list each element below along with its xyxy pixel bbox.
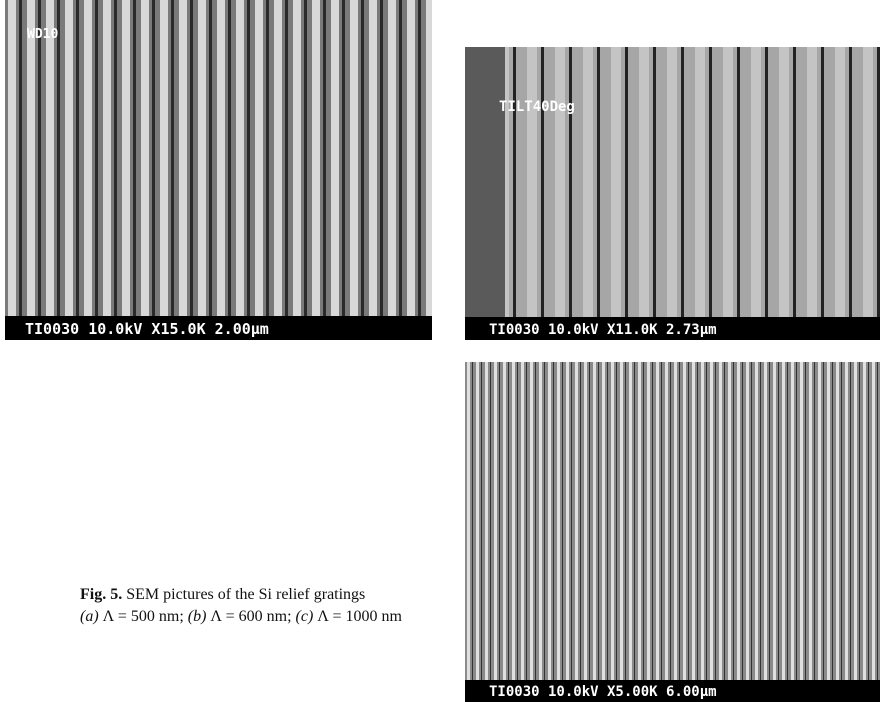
item-text: Λ = 1000 nm — [317, 608, 402, 625]
sem-image-a: WD10 TI0030 10.0kV X15.0K 2.00μm — [5, 0, 432, 340]
scale-bar-label: TI0030 10.0kV X5.00K 6.00μm — [489, 684, 717, 700]
caption: Fig. 5. SEM pictures of the Si relief gr… — [80, 584, 440, 628]
item-text: Λ = 600 nm; — [210, 608, 292, 625]
caption-text: SEM pictures of the Si relief gratings — [126, 586, 366, 603]
item-letter: (a) — [80, 608, 99, 625]
caption-title: Fig. 5. SEM pictures of the Si relief gr… — [80, 584, 440, 606]
scale-bar-label: TI0030 10.0kV X15.0K 2.00μm — [25, 320, 269, 338]
scale-bar-label: TI0030 10.0kV X11.0K 2.73μm — [489, 322, 717, 338]
sem-image-c: TI0030 10.0kV X5.00K 6.00μm — [465, 362, 880, 702]
item-letter: (b) — [187, 608, 207, 625]
sem-image-b: TILT40Deg TI0030 10.0kV X11.0K 2.73μm — [465, 47, 880, 340]
item-letter: (c) — [295, 608, 314, 625]
caption-label: Fig. 5. — [80, 586, 123, 603]
overlay-label: WD10 — [27, 27, 58, 42]
caption-items: (a) Λ = 500 nm; (b) Λ = 600 nm; (c) Λ = … — [80, 606, 440, 628]
overlay-label: TILT40Deg — [499, 99, 575, 115]
item-text: Λ = 500 nm; — [102, 608, 184, 625]
